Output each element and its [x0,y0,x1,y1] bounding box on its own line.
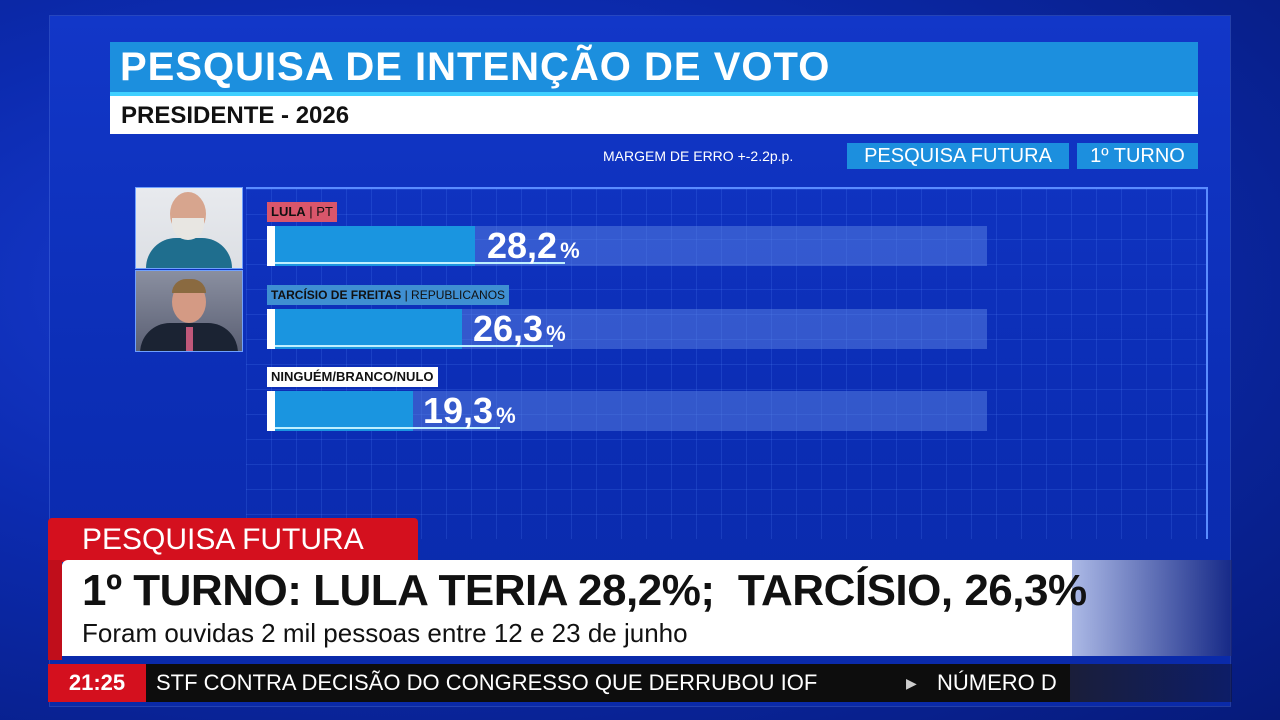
tag-turno: 1º TURNO [1077,143,1198,169]
bar-value-tarcisio: 26,3% [473,308,566,349]
bar-track-tarcisio: 26,3% [267,309,987,349]
news-ticker [48,664,1070,702]
bar-track-ninguem: 19,3% [267,391,987,431]
page-title: PESQUISA DE INTENÇÃO DE VOTO [120,45,831,89]
page-subtitle: PRESIDENTE - 2026 [121,102,350,129]
margin-of-error: MARGEM DE ERRO +-2.2p.p. [603,148,794,164]
lower-third-headline: 1º TURNO: LULA TERIA 28,2%; TARCÍSIO, 26… [82,566,1087,615]
candidate-photo-tarcisio [135,270,243,352]
bar-value-lula: 28,2% [487,225,580,266]
bar-fill-ninguem [267,391,413,431]
play-arrow-icon: ▶ [906,675,917,691]
ticker-headline: STF CONTRA DECISÃO DO CONGRESSO QUE DERR… [156,670,818,695]
lower-third-kicker: PESQUISA FUTURA [48,518,418,562]
tag-pesquisa-futura: PESQUISA FUTURA [847,143,1069,169]
candidate-label-ninguem: NINGUÉM/BRANCO/NULO [267,367,438,387]
bar-fill-lula [267,226,475,266]
candidate-photo-lula [135,187,243,269]
lower-third-panel [62,560,1072,656]
bar-fill-tarcisio [267,309,462,349]
bar-value-ninguem: 19,3% [423,390,516,431]
candidate-label-tarcisio: TARCÍSIO DE FREITAS | REPUBLICANOS [267,285,510,305]
lower-third-subline: Foram ouvidas 2 mil pessoas entre 12 e 2… [82,618,688,648]
title-bar: PESQUISA DE INTENÇÃO DE VOTO [110,42,1198,96]
ticker-clock: 21:25 [48,664,146,702]
ticker-next-headline: NÚMERO D [937,670,1057,695]
subtitle-bar: PRESIDENTE - 2026 [110,96,1198,134]
bar-track-lula: 28,2% [267,226,987,266]
candidate-label-lula: LULA | PT [267,202,337,222]
